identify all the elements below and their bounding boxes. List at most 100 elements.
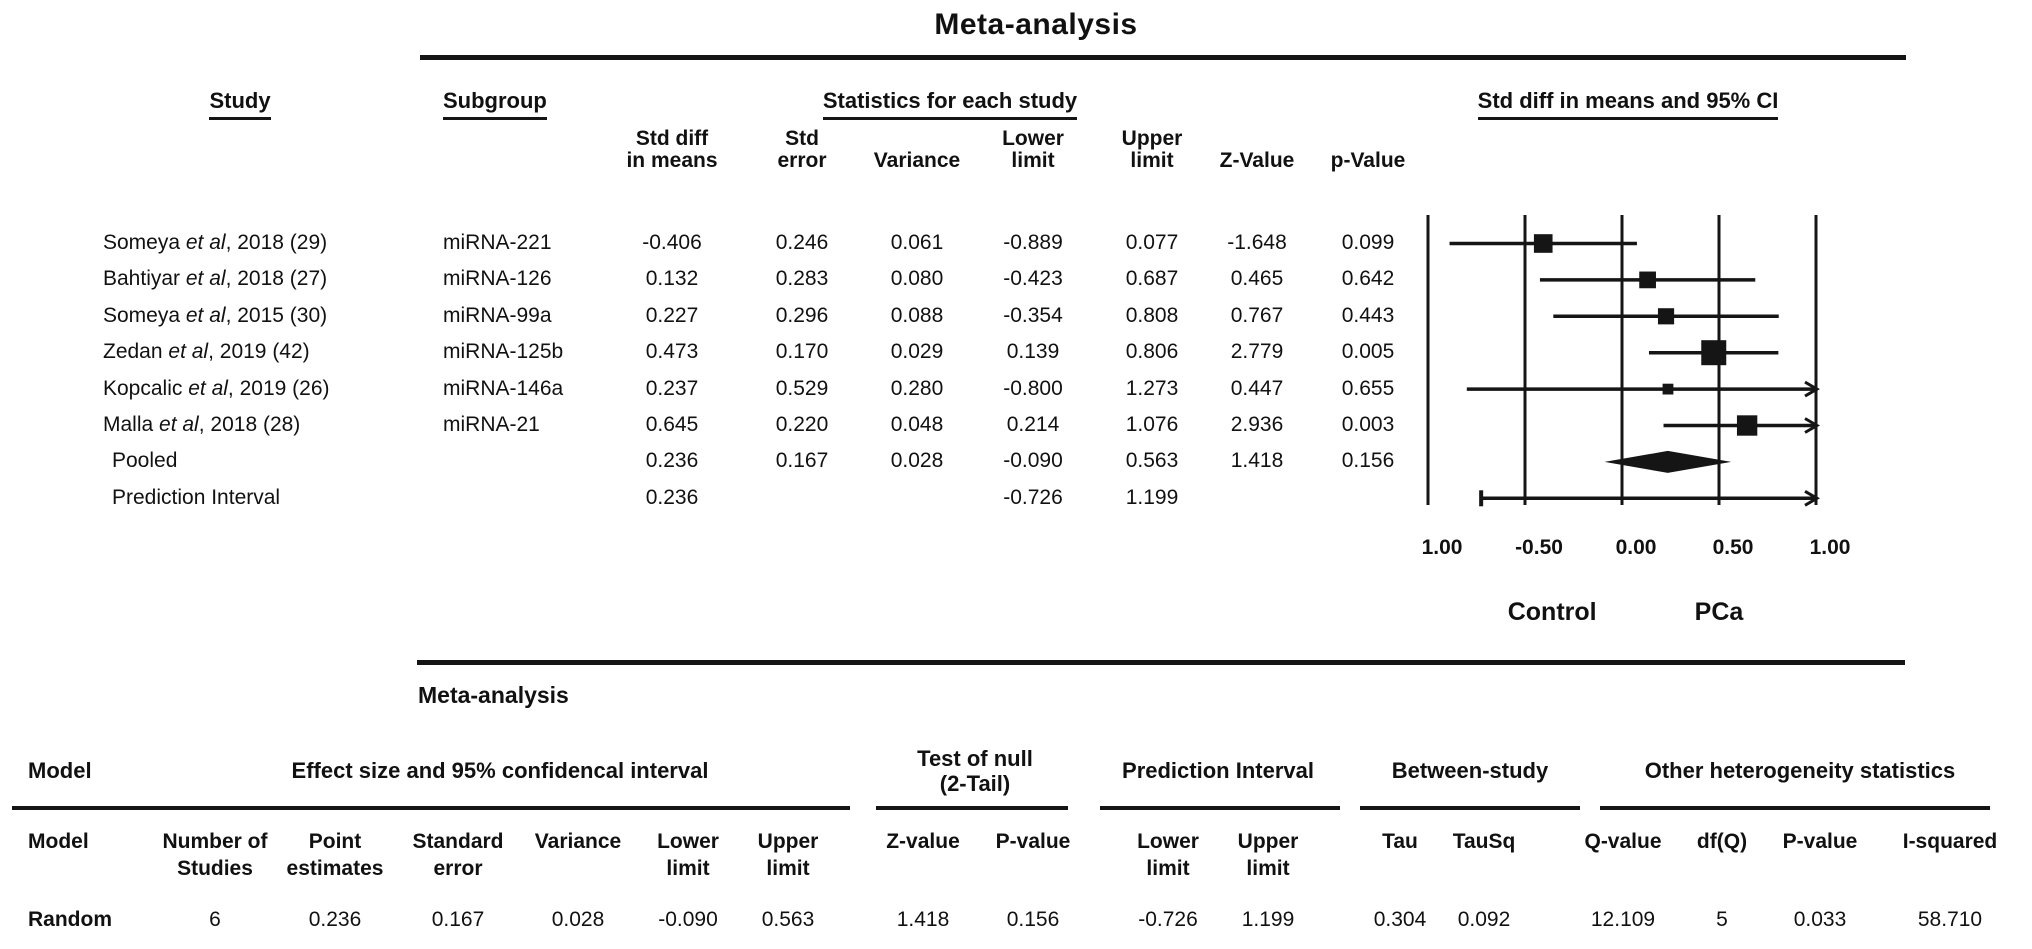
stat-value: 0.687 [1125,267,1179,291]
x-tick-label: 0.50 [1713,536,1754,559]
stat-value: 0.246 [775,231,829,254]
statistics-header-label: Statistics for each study [822,88,1078,120]
ci-arrow [1804,380,1820,398]
stat-subheader: p-Value [1330,149,1406,172]
stat-subheader: Lower limit [1002,127,1064,172]
stat-value: 0.767 [1230,303,1284,327]
bottom-value: 0.156 [1006,908,1060,931]
stat-value: 0.132 [645,267,699,291]
stat-value: 0.139 [1006,340,1060,364]
stat-value: 0.655 [1341,376,1395,400]
bottom-group-header: Between-study [1391,758,1549,783]
bottom-column-header: Q-value [1584,830,1662,853]
axis-group-label-control: Control [1508,598,1597,626]
stat-value: 0.236 [645,449,699,473]
bottom-group-header: Effect size and 95% confidencal interval [291,758,709,783]
bottom-value: 0.167 [431,908,485,931]
bottom-column-header: Standard error [412,830,504,880]
bottom-value: 0.304 [1373,908,1427,931]
bottom-column-header: I-squared [1902,830,1998,853]
stat-value: 0.237 [645,376,699,400]
study-header-label: Study [209,88,271,120]
group-underline [1100,806,1340,810]
stat-value: 0.443 [1341,303,1395,327]
stat-value: 0.280 [890,376,944,400]
bottom-value: 0.563 [761,908,815,931]
bottom-column-header: Number of Studies [162,830,268,880]
stat-value: 0.220 [775,413,829,436]
bottom-column-header: Upper limit [1237,830,1299,880]
stat-value: 0.563 [1125,449,1179,473]
stat-value: -0.800 [1003,376,1063,400]
column-header-study: Study [155,88,325,120]
stat-value: 0.048 [890,413,944,436]
stat-value: -0.423 [1003,267,1063,291]
bottom-section-label: Meta-analysis [418,682,569,708]
bottom-column-header: Tau [1382,830,1418,853]
bottom-value: 58.710 [1917,908,1983,931]
bottom-column-header: P-value [1782,830,1858,853]
effect-square [1533,234,1553,253]
stat-subheader: Std diff in means [626,127,718,172]
stat-value: 0.088 [890,303,944,327]
study-label: Someya et al, 2015 (30) [103,303,328,327]
bottom-value: 5 [1716,908,1728,931]
stat-value: 0.028 [890,449,944,473]
study-label: Malla et al, 2018 (28) [103,413,301,436]
stat-value: 0.473 [645,340,699,364]
study-label: Pooled [112,449,178,473]
stat-value: 1.418 [1230,449,1284,473]
axis-group-label-pca: PCa [1695,598,1745,626]
group-underline [1360,806,1580,810]
bottom-column-header: Variance [534,830,622,853]
study-row: Pooled 0.236 0.167 0.028 -0.090 0.563 1.418 0.1… [0,443,1432,479]
study-label: Bahtiyar et al, 2018 (27) [103,267,328,291]
stat-value: 2.779 [1230,340,1284,364]
title-rule [420,55,1906,60]
effect-square [1657,308,1675,325]
subgroup-label: miRNA-126 [443,267,552,291]
study-label: Zedan et al, 2019 (42) [103,340,310,364]
plot-header-label: Std diff in means and 95% CI [1477,88,1779,120]
stat-column-headers: Std diff in means Std error Variance Lower … [0,124,2032,172]
model-value: Random [28,908,112,931]
stat-value: 0.296 [775,303,829,327]
stat-value: 0.003 [1341,413,1395,436]
subgroup-label: miRNA-221 [443,231,552,254]
study-row: Someya et al, 2018 (29) miRNA-221 -0.406 0.… [0,225,1432,261]
group-header-plot: Std diff in means and 95% CI [1458,88,1798,120]
x-tick-label: 1.00 [1422,536,1463,559]
bottom-group-header: Test of null (2-Tail) [917,746,1033,796]
stat-value: -0.090 [1003,449,1063,473]
bottom-value: 1.418 [896,908,950,931]
stat-value: 0.005 [1341,340,1395,364]
bottom-column-header: P-value [995,830,1071,853]
stat-value: 0.029 [890,340,944,364]
subgroup-label: miRNA-99a [443,303,552,327]
stat-value: 0.077 [1125,231,1179,254]
stat-subheader: Variance [873,149,961,172]
stat-value: 0.061 [890,231,944,254]
group-underline [12,806,850,810]
stat-value: 0.529 [775,376,829,400]
bottom-column-header: Lower limit [657,830,719,880]
bottom-group-header: Prediction Interval [1122,758,1314,783]
bottom-column-header: Point estimates [286,830,384,880]
stat-value: 0.170 [775,340,829,364]
stat-value: 0.227 [645,303,699,327]
study-row: Kopcalic et al, 2019 (26) miRNA-146a 0.237… [0,371,1432,407]
bottom-column-header: Upper limit [757,830,819,880]
bottom-value: 6 [209,908,221,931]
effect-square [1701,340,1727,366]
stat-value: 1.199 [1125,485,1179,509]
group-underline [1600,806,1990,810]
stat-value: -1.648 [1227,231,1287,254]
subgroup-label: miRNA-21 [443,413,540,436]
group-underline [876,806,1068,810]
study-row: Malla et al, 2018 (28) miRNA-21 0.645 0.220… [0,407,1432,443]
stat-value: -0.726 [1003,485,1063,509]
bottom-value: 12.109 [1590,908,1656,931]
stat-value: 1.273 [1125,376,1179,400]
group-header-statistics: Statistics for each study [790,88,1110,120]
